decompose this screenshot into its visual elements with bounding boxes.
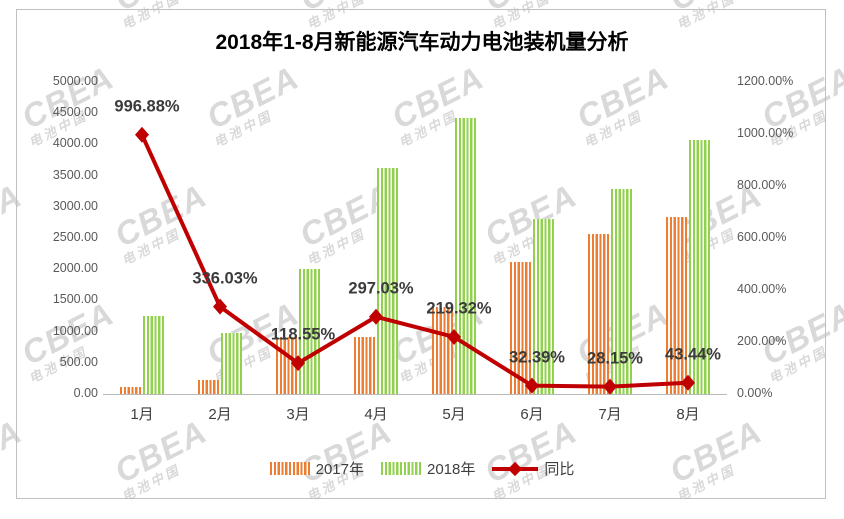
legend-item-2018年: 2018年	[380, 458, 476, 479]
x-axis-label: 4月	[364, 406, 388, 423]
legend-label: 同比	[544, 461, 575, 478]
legend-item-同比: 同比	[492, 458, 574, 479]
y-axis-left-tick-label: 5000.00	[52, 74, 98, 88]
y-axis-left-tick-label: 3500.00	[52, 167, 98, 182]
y-axis-left-tick-label: 1000.00	[52, 323, 98, 338]
chart-title: 2018年1-8月新能源汽车动力电池装机量分析	[215, 31, 629, 54]
yoy-data-label: 996.88%	[114, 97, 180, 116]
y-axis-right-tick-label: 1200.00%	[737, 74, 794, 88]
bar-2017年	[276, 336, 297, 394]
y-axis-right-tick-label: 800.00%	[737, 178, 787, 192]
bar-2017年	[120, 386, 141, 394]
x-axis-label: 1月	[130, 406, 154, 423]
bar-2018年	[143, 316, 164, 394]
yoy-data-label: 336.03%	[192, 269, 258, 288]
x-axis-label: 2月	[208, 406, 232, 423]
bar-2018年	[533, 218, 554, 394]
bar-2017年	[666, 216, 687, 394]
yoy-data-label: 32.39%	[509, 348, 565, 367]
x-axis-label: 5月	[442, 406, 466, 423]
y-axis-left-tick-label: 2000.00	[52, 261, 98, 276]
legend-line-swatch	[492, 461, 539, 476]
legend: 2017年 2018年 同比	[0, 458, 844, 479]
x-axis-label: 3月	[286, 406, 310, 423]
yoy-data-label: 28.15%	[587, 349, 643, 368]
y-axis-left-tick-label: 4500.00	[52, 105, 98, 120]
y-axis-right-tick-label: 1000.00%	[737, 126, 794, 140]
legend-diamond-marker	[508, 461, 523, 476]
legend-label: 2017年	[315, 461, 364, 478]
x-axis-label: 8月	[676, 406, 700, 423]
bar-2018年	[455, 117, 476, 394]
yoy-data-label: 118.55%	[270, 325, 336, 344]
y-axis-left-tick-label: 2500.00	[52, 230, 98, 244]
x-axis-line	[103, 394, 727, 395]
legend-label: 2018年	[426, 461, 476, 478]
y-axis-left-tick-label: 1500.00	[52, 292, 98, 307]
legend-item-2017年: 2017年	[269, 458, 364, 479]
y-axis-right-tick-label: 400.00%	[737, 282, 787, 296]
y-axis-left-tick-label: 0.00	[73, 386, 98, 400]
x-axis-label: 6月	[520, 406, 544, 423]
y-axis-left-tick-label: 4000.00	[52, 136, 98, 151]
y-axis-left-tick-label: 500.00	[59, 354, 98, 369]
bar-2017年	[432, 307, 453, 394]
bar-2017年	[198, 380, 219, 394]
watermark-brand-text: CBEA	[0, 0, 27, 18]
legend-swatch-2017年	[269, 462, 310, 475]
bar-2017年	[510, 261, 531, 394]
y-axis-left-tick-label: 3000.00	[52, 198, 98, 213]
x-axis-label: 7月	[598, 406, 622, 423]
bar-2017年	[588, 233, 609, 394]
legend-swatch-2018年	[380, 462, 421, 475]
bar-2018年	[689, 140, 710, 394]
bar-2017年	[354, 337, 375, 394]
y-axis-right-tick-label: 0.00%	[737, 386, 773, 400]
yoy-data-label: 297.03%	[348, 279, 414, 298]
bar-2018年	[221, 333, 242, 394]
yoy-data-label: 219.32%	[426, 299, 492, 318]
y-axis-right-tick-label: 600.00%	[737, 230, 787, 244]
yoy-data-label: 43.44%	[665, 345, 721, 364]
y-axis-right-tick-label: 200.00%	[737, 334, 787, 348]
